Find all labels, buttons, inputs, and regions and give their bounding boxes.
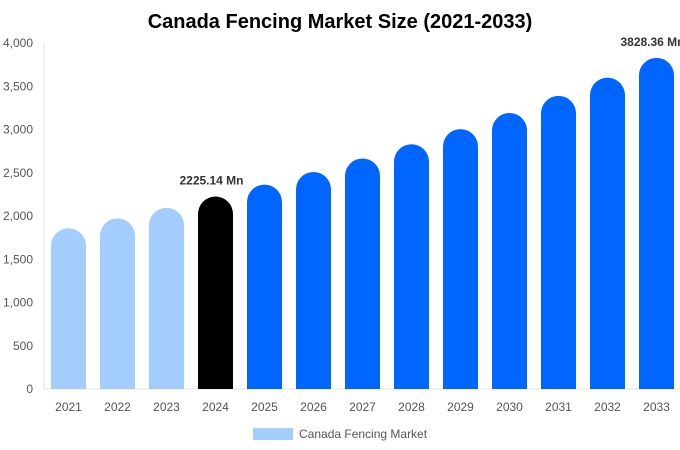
x-tick-label: 2032 [594, 400, 621, 414]
data-label: 3828.36 Mn [620, 35, 680, 49]
y-tick-label: 2,500 [3, 166, 33, 180]
x-tick-label: 2027 [349, 400, 376, 414]
x-tick-label: 2024 [202, 400, 229, 414]
legend[interactable]: Canada Fencing Market [253, 427, 428, 441]
y-tick-label: 1,000 [3, 296, 33, 310]
bars [51, 57, 674, 390]
annotations: 2225.14 Mn 3828.36 Mn [179, 35, 680, 188]
x-tick-label: 2031 [545, 400, 572, 414]
bar-2022[interactable] [100, 218, 135, 389]
bar-2032[interactable] [590, 77, 625, 390]
bar-2033[interactable] [639, 57, 674, 389]
bar-2021[interactable] [51, 228, 86, 389]
y-tick-label: 2,000 [3, 209, 33, 223]
x-tick-label: 2021 [55, 400, 82, 414]
x-tick-label: 2022 [104, 400, 131, 414]
bar-2027[interactable] [345, 158, 380, 389]
bar-2024[interactable] [198, 196, 233, 389]
chart-title: Canada Fencing Market Size (2021-2033) [148, 11, 533, 33]
x-axis: 2021 2022 2023 2024 2025 2026 2027 2028 2029 2030… [55, 400, 670, 414]
y-tick-label: 500 [13, 339, 33, 353]
x-tick-label: 2030 [496, 400, 523, 414]
y-tick-label: 3,000 [3, 123, 33, 137]
bar-2025[interactable] [247, 184, 282, 389]
bar-2029[interactable] [443, 129, 478, 389]
x-tick-label: 2028 [398, 400, 425, 414]
x-tick-label: 2029 [447, 400, 474, 414]
bar-2028[interactable] [394, 144, 429, 389]
y-tick-label: 1,500 [3, 252, 33, 266]
x-tick-label: 2025 [251, 400, 278, 414]
y-tick-label: 3,500 [3, 79, 33, 93]
data-label: 2225.14 Mn [179, 174, 243, 188]
bar-2030[interactable] [492, 112, 527, 389]
bar-2026[interactable] [296, 171, 331, 389]
legend-label: Canada Fencing Market [299, 427, 428, 441]
x-tick-label: 2023 [153, 400, 180, 414]
y-tick-label: 0 [26, 382, 33, 396]
bar-2023[interactable] [149, 207, 184, 389]
y-tick-label: 4,000 [3, 36, 33, 50]
bar-2031[interactable] [541, 95, 576, 389]
x-tick-label: 2026 [300, 400, 327, 414]
x-tick-label: 2033 [643, 400, 670, 414]
legend-swatch [253, 428, 293, 440]
